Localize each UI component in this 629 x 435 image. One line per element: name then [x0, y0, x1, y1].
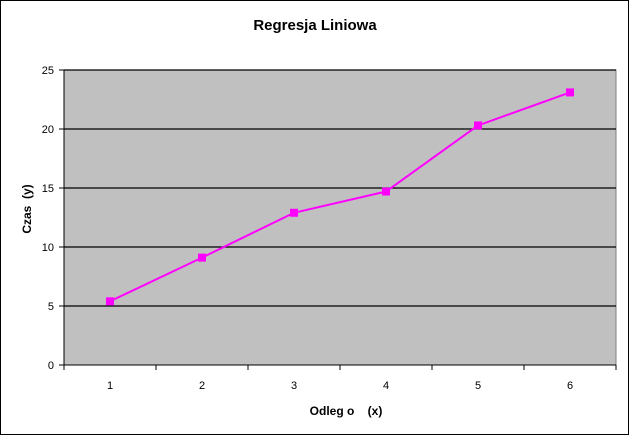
gridlines	[64, 69, 616, 307]
chart-title: Regresja Liniowa	[253, 17, 377, 34]
x-tick-label: 1	[107, 380, 113, 392]
y-tick-label: 15	[42, 183, 54, 195]
data-point	[382, 187, 390, 196]
data-point	[290, 208, 298, 217]
y-tick-label: 10	[42, 242, 54, 254]
x-tick-label: 6	[567, 380, 573, 392]
y-axis-title: Czas (y)	[20, 184, 34, 233]
series-line	[109, 91, 571, 303]
x-tick-label: 3	[291, 380, 297, 392]
series-group	[106, 88, 574, 306]
x-tick-label: 5	[475, 380, 481, 392]
y-tick-label: 0	[48, 360, 54, 372]
y-tick-label: 20	[42, 124, 54, 136]
y-tick-label: 25	[42, 65, 54, 77]
data-point	[198, 253, 206, 262]
data-point	[474, 121, 482, 130]
data-point	[566, 88, 574, 97]
x-axis-title: Odleg o (x)	[310, 404, 383, 418]
data-point	[106, 297, 114, 306]
x-axis-ticks: 1 2 3 4 5 6	[63, 365, 617, 392]
x-tick-label: 2	[199, 380, 205, 392]
plot-area	[63, 69, 617, 366]
y-tick-label: 5	[48, 301, 54, 313]
y-axis-ticks: 0 5 10 15 20 25	[42, 65, 64, 372]
x-tick-label: 4	[383, 380, 389, 392]
